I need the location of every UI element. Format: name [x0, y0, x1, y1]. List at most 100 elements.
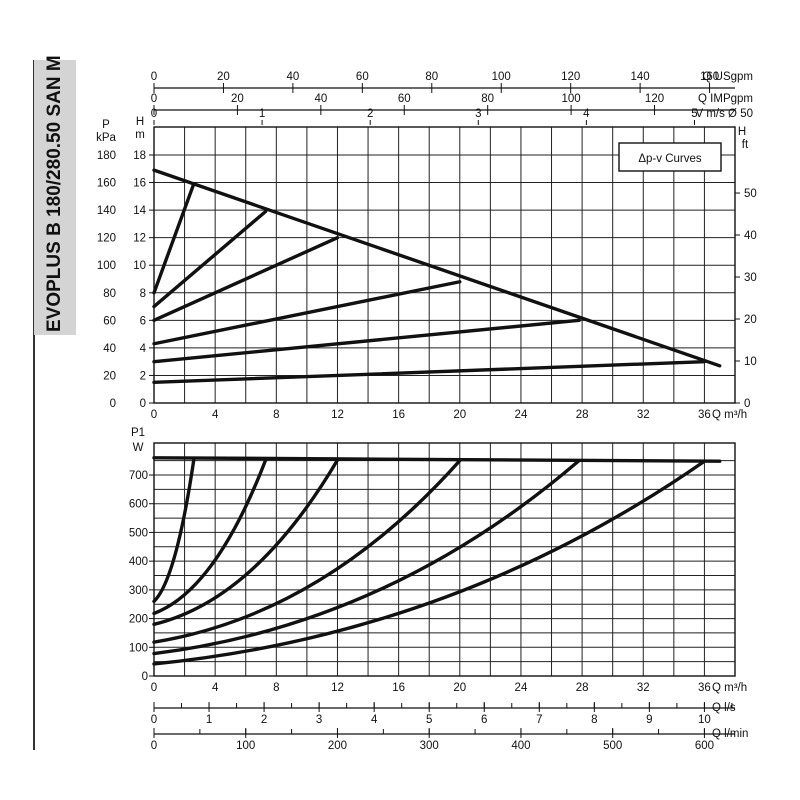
bottom-axis-tick-label: 9: [646, 714, 652, 726]
power-curve-4: [152, 458, 462, 644]
right-axis-label-head: H: [738, 126, 746, 138]
x-tick-label: 32: [637, 409, 650, 421]
bottom-axis-tick-label: 400: [511, 740, 530, 752]
top-axis-tick-label: 4: [583, 108, 590, 120]
top-axis-tick-label: 1: [259, 108, 265, 120]
y-tick-label-power: 600: [129, 499, 148, 511]
power-curve-5: [152, 458, 581, 656]
x-tick-label: 28: [576, 682, 589, 694]
top-axis-tick-label: 120: [645, 93, 664, 105]
y-tick-label-power: 0: [142, 671, 148, 683]
y-tick-label-head-m: 8: [140, 288, 146, 300]
power-curve-1: [152, 458, 196, 604]
top-axis-label: Q IMPgpm: [698, 93, 753, 105]
top-axis-tick-label: 0: [151, 71, 157, 83]
bottom-axis-tick-label: 7: [536, 714, 542, 726]
max-power-line: [152, 456, 722, 463]
y-tick-label-head-ft: 0: [744, 398, 750, 410]
top-axis-tick-label: 140: [631, 71, 650, 83]
y-tick-label-power: 500: [129, 527, 148, 539]
max-head-envelope-line: [152, 168, 722, 368]
y-tick-label-pressure: 20: [103, 370, 116, 382]
bottom-axis-tick-label: 5: [426, 714, 432, 726]
bottom-axis-tick-label: 200: [328, 740, 347, 752]
y-tick-label-power: 100: [129, 642, 148, 654]
top-axis-label: V m/s Ø 50: [695, 108, 753, 120]
y-tick-label-pressure: 120: [97, 233, 116, 245]
y-tick-label-head-m: 4: [140, 343, 147, 355]
y-tick-label-head-ft: 20: [744, 314, 757, 326]
x-tick-label: 28: [576, 409, 589, 421]
x-tick-label: 8: [273, 682, 279, 694]
y-tick-label-power: 400: [129, 556, 148, 568]
bottom-axis-tick-label: 8: [591, 714, 597, 726]
x-tick-label: 12: [331, 682, 344, 694]
top-axis-label: Q USgpm: [703, 71, 754, 83]
bottom-axis-tick-label: 4: [371, 714, 378, 726]
y-tick-label-head-ft: 10: [744, 356, 757, 368]
y-tick-label-head-ft: 40: [744, 230, 757, 242]
top-axis-tick-label: 2: [367, 108, 373, 120]
x-tick-label: 20: [453, 682, 466, 694]
bottom-axis-tick-label: 0: [151, 714, 157, 726]
y-tick-label-head-ft: 50: [744, 188, 757, 200]
x-tick-label: 36: [698, 682, 711, 694]
y-tick-label-power: 300: [129, 585, 148, 597]
top-axis-tick-label: 20: [217, 71, 230, 83]
curve-legend: Δp-v Curves: [618, 142, 722, 172]
bottom-axis-tick-label: 6: [481, 714, 487, 726]
y-tick-label-head-m: 18: [133, 150, 146, 162]
x-tick-label: 36: [698, 409, 711, 421]
x-tick-label: 32: [637, 682, 650, 694]
legend-box: [618, 142, 722, 172]
y-axis-unit-w: W: [133, 442, 144, 454]
top-axis-tick-label: 80: [425, 71, 438, 83]
x-tick-label: 16: [392, 409, 405, 421]
y-tick-label-pressure: 140: [97, 205, 116, 217]
pressure-axis-unit: kPa: [96, 132, 116, 144]
y-tick-label-pressure: 40: [103, 343, 116, 355]
x-axis-label: Q m³/h: [712, 682, 747, 694]
x-axis-label: Q m³/h: [712, 409, 747, 421]
side-divider-line: [33, 60, 35, 750]
y-tick-label-pressure: 0: [110, 398, 116, 410]
y-tick-label-head-m: 14: [133, 205, 146, 217]
bottom-axis-tick-label: 0: [151, 740, 157, 752]
y-tick-label-head-m: 0: [140, 398, 146, 410]
x-tick-label: 20: [453, 409, 466, 421]
top-axis-tick-label: 160: [700, 71, 719, 83]
bottom-axis-tick-label: 1: [206, 714, 212, 726]
y-tick-label-head-m: 16: [133, 178, 146, 190]
y-tick-label-head-m: 2: [140, 370, 146, 382]
head-flow-chart: 0 4 8 12 16 20 24 28 32 36 Q m³/h024681012141618Hm…: [96, 71, 757, 421]
y-tick-label-head-m: 10: [133, 260, 146, 272]
top-axis-tick-label: 100: [562, 93, 581, 105]
y-axis-label-power: P1: [131, 427, 145, 439]
x-tick-label: 0: [151, 682, 157, 694]
pressure-axis-label: P: [102, 119, 110, 131]
y-axis-unit-m: m: [135, 129, 145, 141]
plot-frame: [153, 442, 736, 677]
bottom-axis-tick-label: 2: [261, 714, 267, 726]
dpv-curve-2: [152, 209, 268, 309]
x-tick-label: 0: [151, 409, 157, 421]
power-curve-2: [152, 458, 268, 616]
bottom-axis-tick-label: 3: [316, 714, 322, 726]
x-tick-label: 4: [212, 409, 219, 421]
power-curve-6: [152, 459, 707, 666]
top-axis-tick-label: 20: [231, 93, 244, 105]
top-axis-tick-label: 40: [286, 71, 299, 83]
top-axis-tick-label: 5: [691, 108, 697, 120]
top-axis-tick-label: 120: [561, 71, 580, 83]
dpv-curve-6: [152, 359, 707, 385]
top-axis-tick-label: 100: [492, 71, 511, 83]
x-tick-label: 24: [515, 409, 528, 421]
y-axis-label-head: H: [136, 116, 144, 128]
y-tick-label-pressure: 60: [103, 315, 116, 327]
top-axis-tick-label: 0: [151, 93, 157, 105]
bottom-axis-label: Q l/min: [712, 728, 748, 740]
y-tick-label-pressure: 180: [97, 150, 116, 162]
y-tick-label-head-m: 12: [133, 233, 146, 245]
